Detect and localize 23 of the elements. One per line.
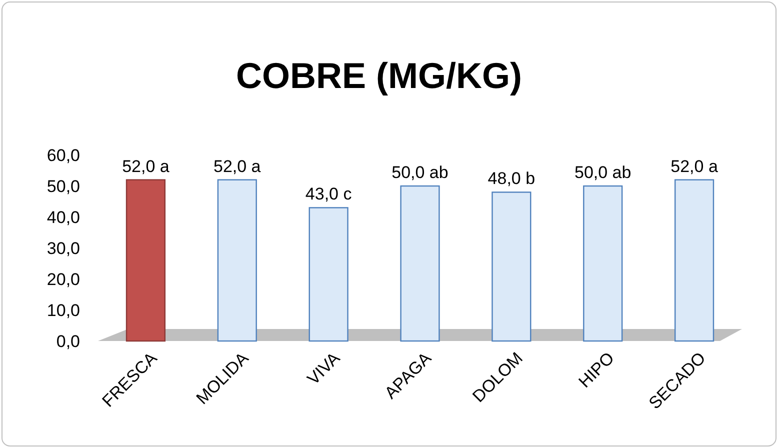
bar bbox=[674, 179, 714, 342]
y-tick-label: 40,0 bbox=[46, 208, 80, 227]
data-label: 48,0 b bbox=[488, 169, 536, 188]
data-label: 50,0 ab bbox=[392, 163, 448, 182]
y-tick-label: 10,0 bbox=[46, 300, 80, 320]
data-label: 52,0 a bbox=[670, 156, 718, 176]
data-label: 52,0 a bbox=[214, 156, 262, 176]
y-tick-label: 60,0 bbox=[46, 146, 80, 165]
x-tick-label: VIVA bbox=[304, 348, 344, 389]
bar bbox=[217, 179, 257, 342]
bar bbox=[126, 179, 166, 342]
bar bbox=[400, 185, 440, 342]
y-tick-label: 0,0 bbox=[56, 332, 80, 351]
bar bbox=[492, 192, 532, 342]
data-label: 50,0 ab bbox=[574, 163, 632, 182]
y-tick-label: 50,0 bbox=[46, 176, 80, 196]
data-label: 43,0 c bbox=[305, 184, 352, 204]
data-label: 52,0 a bbox=[122, 156, 170, 176]
bar bbox=[308, 207, 348, 342]
y-tick-label: 20,0 bbox=[46, 270, 80, 289]
chart-title: COBRE (MG/KG) bbox=[236, 55, 522, 96]
y-tick-label: 30,0 bbox=[46, 238, 80, 258]
bar bbox=[583, 185, 623, 342]
